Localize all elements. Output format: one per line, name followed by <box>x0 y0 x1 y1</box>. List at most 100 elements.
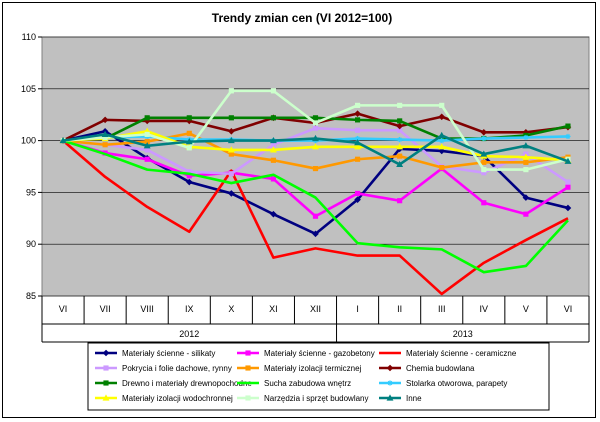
legend-label: Materiały ścienne - silikaty <box>122 349 215 358</box>
legend-item: Stolarka otworowa, parapety <box>379 379 507 388</box>
data-point <box>564 157 572 164</box>
data-point <box>101 116 109 124</box>
data-point <box>565 123 571 129</box>
series-5 <box>60 130 571 172</box>
data-point <box>397 136 403 143</box>
legend-label: Chemia budowlana <box>406 364 475 373</box>
data-point <box>270 157 277 163</box>
data-point <box>245 395 251 401</box>
y-tick-label: 110 <box>22 32 36 42</box>
data-point <box>269 136 277 144</box>
legend-entries: Materiały ścienne - silikaty Materiały śc… <box>95 349 517 403</box>
data-point-stroke <box>439 138 444 143</box>
data-point <box>481 200 487 206</box>
legend-label: Narzędzia i sprzęt budowlany <box>264 394 369 403</box>
data-point <box>522 153 530 160</box>
data-point <box>186 130 192 136</box>
legend-item: Materiały izolacji termicznej <box>237 364 362 373</box>
legend-label: Materiały izolacji termicznej <box>264 364 362 373</box>
data-point <box>354 102 361 108</box>
data-point <box>523 167 529 173</box>
data-point <box>270 142 277 148</box>
data-point <box>523 159 529 165</box>
data-point <box>396 122 403 130</box>
data-point <box>481 167 487 173</box>
series-line <box>62 139 569 296</box>
data-point-stroke <box>523 135 529 140</box>
x-tick-label: VIII <box>140 304 154 314</box>
data-point <box>101 130 109 137</box>
legend-item: Drewno i materiały drewnopochodne <box>95 379 252 388</box>
data-point <box>312 230 319 238</box>
legend-item: Sucha zabudowa wnętrz <box>237 379 351 388</box>
series-layer <box>59 88 572 296</box>
data-point <box>144 156 150 162</box>
data-point <box>59 136 67 144</box>
legend-item: Materiały ścienne - gazobetony <box>237 349 375 358</box>
data-point <box>480 129 488 136</box>
data-point <box>480 150 488 157</box>
data-point <box>227 146 235 153</box>
data-point <box>565 133 571 140</box>
data-point <box>270 88 277 94</box>
data-point <box>564 204 572 212</box>
y-tick-label: 95 <box>26 187 36 197</box>
data-point <box>144 131 150 137</box>
data-point <box>185 178 193 186</box>
data-point <box>354 127 361 133</box>
data-point <box>103 380 109 386</box>
data-point <box>397 153 403 159</box>
data-point <box>354 196 361 203</box>
data-point <box>354 117 361 123</box>
data-point-stroke <box>387 380 393 386</box>
x-tick-label: II <box>397 304 402 314</box>
data-point <box>245 350 251 356</box>
data-point <box>227 136 235 144</box>
data-point-stroke <box>565 134 571 139</box>
series-line <box>62 139 569 274</box>
legend-item: Materiały ścienne - silikaty <box>95 349 215 358</box>
data-point <box>396 160 404 168</box>
data-point <box>522 142 530 149</box>
data-point <box>228 151 234 157</box>
series-3 <box>62 139 569 296</box>
data-point <box>312 143 319 150</box>
data-point <box>439 102 445 108</box>
data-point <box>228 190 235 197</box>
y-tick-label: 90 <box>26 239 36 249</box>
data-point <box>312 134 319 142</box>
x-tick-label: X <box>228 304 234 314</box>
data-point <box>438 131 446 138</box>
data-point <box>245 365 251 371</box>
x-tick-label: IX <box>185 304 194 314</box>
legend-label: Materiały ścienne - gazobetony <box>264 349 375 358</box>
data-point <box>565 184 571 190</box>
legend <box>87 342 550 411</box>
data-point <box>354 139 362 146</box>
data-point <box>522 194 530 201</box>
data-point <box>312 115 319 121</box>
data-point <box>312 213 319 219</box>
data-point-stroke <box>355 136 360 141</box>
legend-item: Pokrycia i folie dachowe, rynny <box>95 364 232 373</box>
legend-label: Inne <box>406 394 422 403</box>
legend-label: Materiały izolacji wodochronnej <box>122 394 233 403</box>
x-tick-label: VI <box>564 304 573 314</box>
y-tick-label: 100 <box>21 136 36 146</box>
data-point <box>565 179 571 185</box>
data-point <box>481 135 487 142</box>
data-point <box>438 143 446 150</box>
data-point <box>523 211 529 217</box>
data-point <box>312 120 319 126</box>
data-point <box>481 159 487 165</box>
data-point <box>438 147 446 155</box>
data-point <box>186 115 192 121</box>
x-tick-label: IV <box>480 304 489 314</box>
data-point <box>103 365 109 371</box>
data-point <box>228 88 234 94</box>
y-tick-label: 85 <box>26 291 36 301</box>
data-point <box>270 115 277 121</box>
data-point <box>438 113 446 121</box>
x-tick-label: VII <box>100 304 111 314</box>
